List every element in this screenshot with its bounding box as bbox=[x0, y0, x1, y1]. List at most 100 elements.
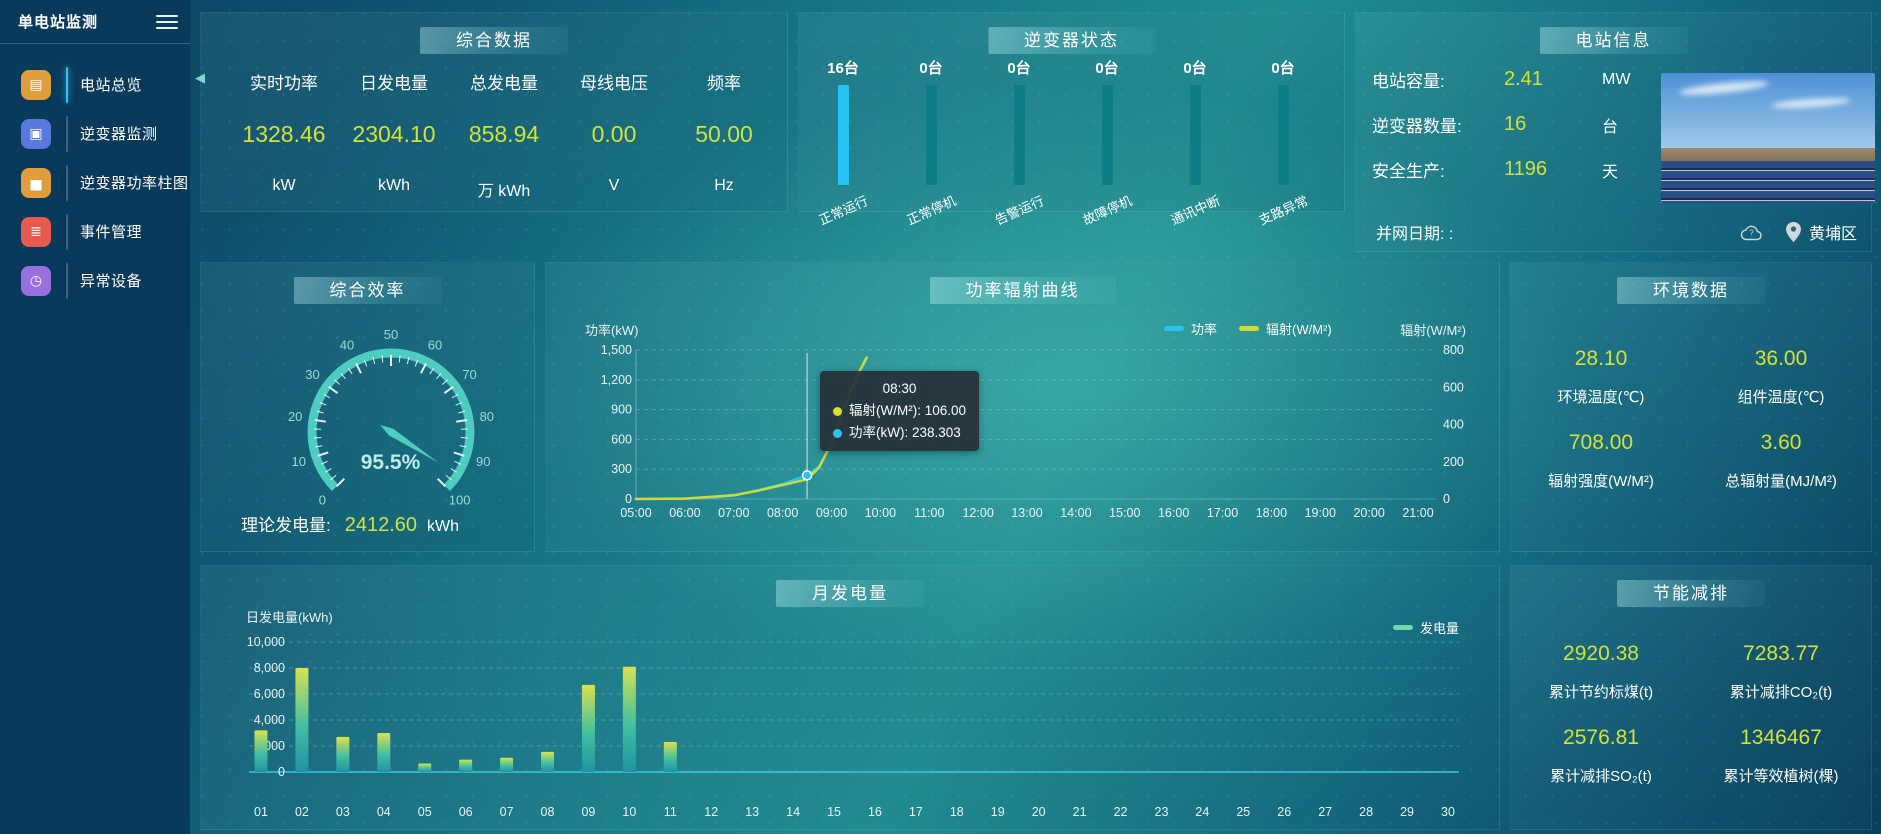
svg-text:1,500: 1,500 bbox=[601, 343, 632, 357]
status-label: 告警运行 bbox=[992, 192, 1047, 228]
summary-metric: 母线电压 0.00 V bbox=[559, 69, 669, 201]
theoretical-generation: 理论发电量: 2412.60 kWh bbox=[241, 511, 459, 537]
svg-text:19: 19 bbox=[991, 805, 1005, 819]
info-unit: MW bbox=[1602, 70, 1631, 88]
svg-text:10:00: 10:00 bbox=[865, 506, 896, 520]
metric-label: 总发电量 bbox=[470, 74, 538, 93]
svg-text:08:00: 08:00 bbox=[767, 506, 798, 520]
svg-text:10: 10 bbox=[622, 805, 636, 819]
metric-label: 频率 bbox=[707, 74, 741, 93]
metric-label: 环境温度(℃) bbox=[1557, 389, 1645, 406]
svg-text:90: 90 bbox=[476, 454, 490, 469]
svg-text:400: 400 bbox=[1443, 418, 1464, 432]
svg-text:10,000: 10,000 bbox=[247, 635, 285, 649]
svg-text:04: 04 bbox=[377, 805, 391, 819]
chart-tooltip: 08:30 辐射(W/M²): 106.00 功率(kW): 238.303 bbox=[820, 371, 980, 451]
svg-text:?: ? bbox=[1749, 228, 1754, 237]
sidebar-item-inverter-monitor[interactable]: ▣ 逆变器监测 bbox=[0, 109, 190, 158]
inverter-status-column: 0台 告警运行 bbox=[975, 57, 1063, 228]
svg-text:15:00: 15:00 bbox=[1109, 506, 1140, 520]
chart-legend[interactable]: 发电量 bbox=[1393, 618, 1459, 637]
energy-saving-metric: 1346467 累计等效植树(棵) bbox=[1691, 726, 1871, 786]
sidebar-collapse-icon[interactable]: ◀ bbox=[195, 70, 205, 85]
svg-text:10: 10 bbox=[292, 454, 306, 469]
legend-item[interactable]: 功率 bbox=[1164, 319, 1217, 338]
menu-toggle-icon[interactable] bbox=[156, 11, 178, 33]
metric-unit: 万 kWh bbox=[477, 183, 531, 200]
status-count: 0台 bbox=[1271, 60, 1295, 77]
inverter-status-column: 0台故障停机 bbox=[1063, 57, 1151, 228]
panel-title: 节能减排 bbox=[1617, 580, 1765, 607]
panel-power-radiation-curve: 功率(kW) 辐射(W/M²) 0 300 600 900 1,200 1,500 0 200 40… bbox=[545, 262, 1500, 552]
active-indicator bbox=[66, 115, 68, 152]
sidebar-item-label: 事件管理 bbox=[80, 224, 143, 241]
svg-text:09: 09 bbox=[581, 805, 595, 819]
panel-title: 功率辐射曲线 bbox=[929, 277, 1116, 304]
svg-text:28: 28 bbox=[1359, 805, 1373, 819]
panel-title: 综合效率 bbox=[293, 277, 442, 304]
svg-text:17:00: 17:00 bbox=[1207, 506, 1238, 520]
metric-label: 总辐射量(MJ/M²) bbox=[1725, 473, 1837, 490]
svg-text:06:00: 06:00 bbox=[669, 506, 700, 520]
sidebar-item-event-management[interactable]: ≣ 事件管理 bbox=[0, 207, 190, 256]
metric-label: 辐射强度(W/M²) bbox=[1548, 473, 1654, 490]
active-indicator bbox=[66, 213, 68, 250]
summary-metrics: 实时功率 1328.46 kW 日发电量 2304.10 kWh 总发电量 858.94 万 k… bbox=[229, 69, 779, 201]
sidebar-item-station-overview[interactable]: ▤ 电站总览 bbox=[0, 60, 190, 109]
metric-unit: V bbox=[608, 177, 620, 194]
status-bar bbox=[925, 85, 937, 185]
legend-label: 功率 bbox=[1191, 322, 1218, 337]
status-count: 16台 bbox=[827, 60, 859, 77]
efficiency-gauge-chart[interactable]: 0 10 20 30 40 50 60 70 80 90 100 bbox=[261, 317, 521, 547]
svg-text:800: 800 bbox=[1443, 343, 1464, 357]
panel-title: 电站信息 bbox=[1539, 27, 1688, 54]
energy-saving-metric: 2576.81 累计减排SO₂(t) bbox=[1511, 726, 1691, 786]
svg-text:6,000: 6,000 bbox=[254, 687, 285, 701]
app-title: 单电站监测 bbox=[18, 14, 99, 31]
svg-text:23: 23 bbox=[1155, 805, 1169, 819]
svg-text:900: 900 bbox=[611, 403, 632, 417]
svg-text:25: 25 bbox=[1236, 805, 1250, 819]
chart-legend[interactable]: 功率 辐射(W/M²) bbox=[1164, 319, 1332, 338]
legend-label: 发电量 bbox=[1420, 621, 1460, 636]
svg-text:50: 50 bbox=[384, 327, 398, 342]
station-info-row: 安全生产: 1196 天 bbox=[1372, 147, 1672, 192]
environment-metric: 28.10 环境温度(℃) bbox=[1511, 347, 1691, 407]
weather-cloud-icon[interactable]: ? bbox=[1740, 224, 1764, 241]
legend-item[interactable]: 辐射(W/M²) bbox=[1239, 319, 1332, 338]
metric-label: 累计节约标煤(t) bbox=[1548, 684, 1654, 701]
svg-text:8,000: 8,000 bbox=[254, 661, 285, 675]
info-value: 2.41 bbox=[1504, 68, 1543, 90]
station-info-row: 逆变器数量: 16 台 bbox=[1372, 102, 1672, 147]
series-dot bbox=[833, 406, 842, 416]
summary-metric: 总发电量 858.94 万 kWh bbox=[449, 69, 559, 201]
svg-text:16: 16 bbox=[868, 805, 882, 819]
efficiency-value: 95.5% bbox=[360, 451, 421, 474]
active-indicator bbox=[66, 262, 68, 299]
svg-text:40: 40 bbox=[340, 338, 354, 353]
status-label: 故障停机 bbox=[1080, 192, 1135, 228]
svg-text:27: 27 bbox=[1318, 805, 1332, 819]
location-pin-icon[interactable] bbox=[1785, 222, 1801, 242]
environment-metric: 708.00 辐射强度(W/M²) bbox=[1511, 431, 1691, 491]
info-value: 16 bbox=[1504, 113, 1527, 135]
environment-metrics: 28.10 环境温度(℃) 36.00 组件温度(℃) 708.00 辐射强度(W/M²)… bbox=[1511, 347, 1871, 515]
summary-metric: 实时功率 1328.46 kW bbox=[229, 69, 339, 201]
status-count: 0台 bbox=[1095, 60, 1119, 77]
sidebar-item-inverter-power-chart[interactable]: ▅ 逆变器功率柱图 bbox=[0, 158, 190, 207]
svg-text:0: 0 bbox=[625, 492, 632, 506]
tooltip-text: 功率(kW): 238.303 bbox=[849, 425, 961, 440]
inverter-monitor-icon: ▣ bbox=[21, 118, 51, 149]
inverter-status-column: 0台 通讯中断 bbox=[1151, 57, 1239, 228]
svg-text:600: 600 bbox=[1443, 380, 1464, 394]
status-count: 0台 bbox=[1183, 60, 1207, 77]
svg-text:08: 08 bbox=[541, 805, 555, 819]
panel-title: 环境数据 bbox=[1617, 277, 1765, 304]
legend-label: 辐射(W/M²) bbox=[1266, 322, 1332, 337]
power-radiation-chart[interactable]: 功率(kW) 辐射(W/M²) 0 300 600 900 1,200 1,500 0 200 40… bbox=[546, 263, 1501, 553]
metric-value: 3.60 bbox=[1760, 431, 1802, 454]
sidebar-item-abnormal-devices[interactable]: ◷ 异常设备 bbox=[0, 256, 190, 305]
svg-text:14: 14 bbox=[786, 805, 800, 819]
station-location[interactable]: 黄埔区 bbox=[1808, 226, 1857, 243]
